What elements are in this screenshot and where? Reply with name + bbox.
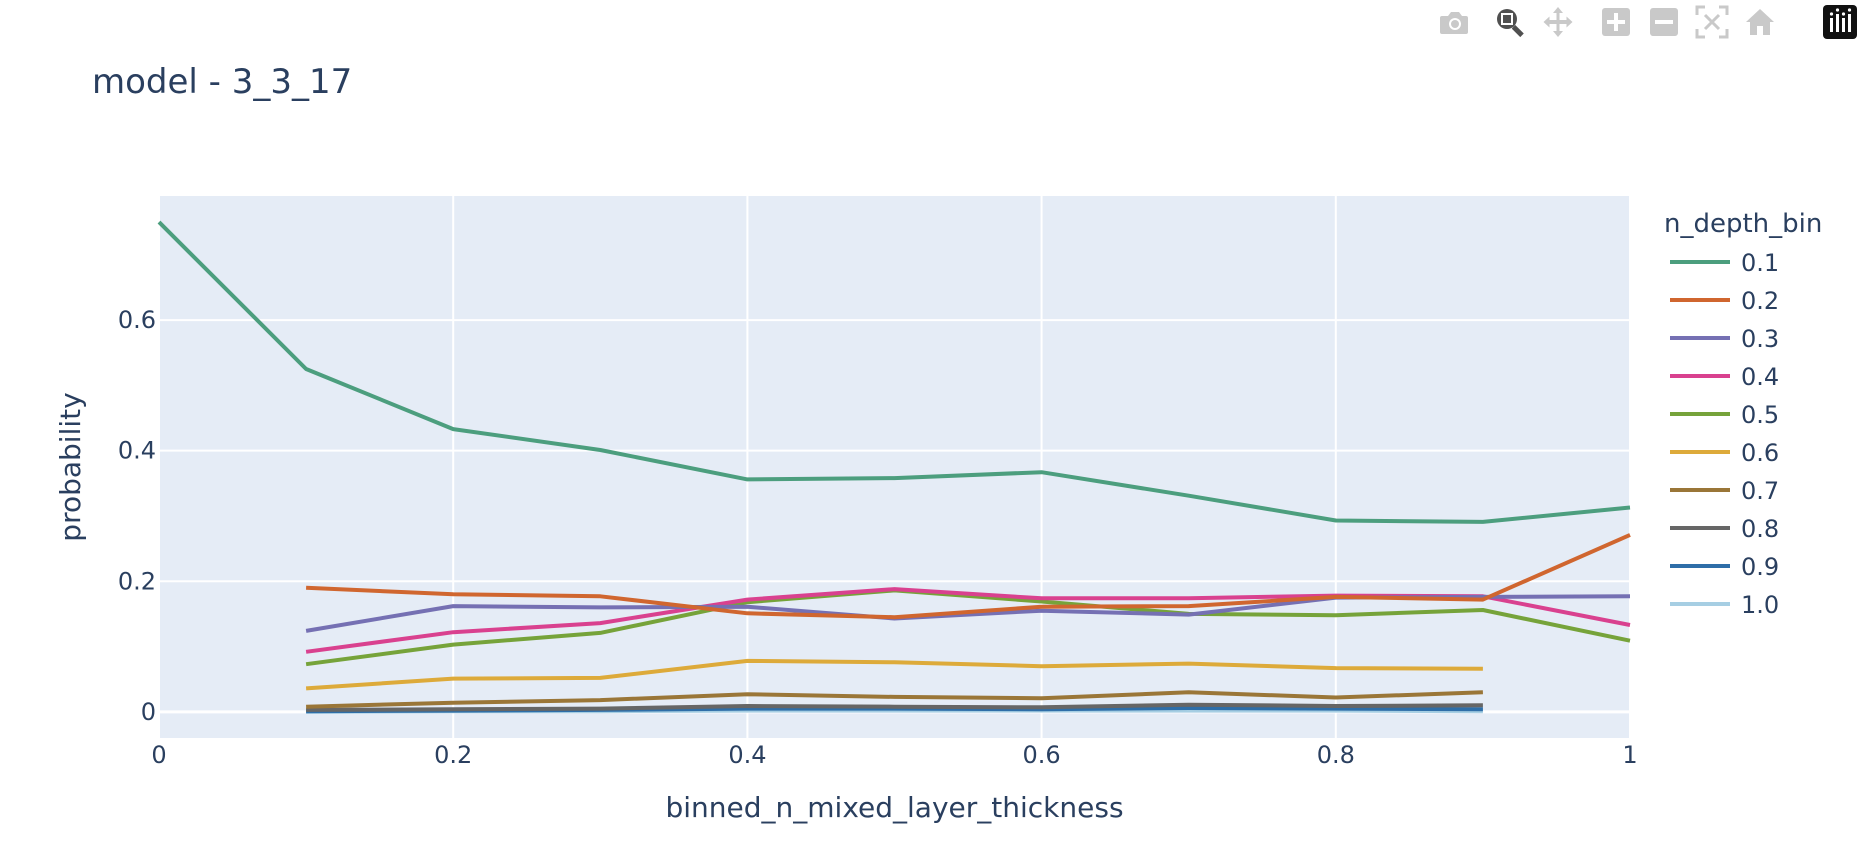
y-tick-label: 0.4	[118, 437, 156, 465]
series-line-0.1[interactable]	[157, 220, 1631, 524]
home-icon[interactable]	[1742, 4, 1778, 40]
tick-labels: 0 0.2 0.4 0.6 0.8 1 0 0.2 0.4 0.6	[118, 306, 1638, 769]
legend-label: 0.3	[1741, 325, 1779, 353]
series-line-0.8[interactable]	[306, 702, 1483, 712]
series-line-0.5[interactable]	[305, 588, 1631, 667]
legend: n_depth_bin 0.1 0.2 0.3 0.4 0.5 0.6 0.7 0.8 0.9 1…	[1664, 209, 1822, 619]
chart-title: model - 3_3_17	[92, 62, 353, 102]
x-tick-label: 0.4	[728, 741, 766, 769]
y-axis-label: probability	[54, 392, 87, 541]
legend-item-0.6[interactable]: 0.6	[1670, 439, 1779, 467]
x-tick-label: 0.2	[434, 741, 472, 769]
legend-item-0.1[interactable]: 0.1	[1670, 249, 1779, 277]
legend-label: 0.6	[1741, 439, 1779, 467]
legend-label: 0.2	[1741, 287, 1779, 315]
legend-item-0.7[interactable]: 0.7	[1670, 477, 1779, 505]
series-line-0.7[interactable]	[306, 690, 1483, 709]
x-tick-label: 0.8	[1317, 741, 1355, 769]
pan-icon[interactable]	[1540, 4, 1576, 40]
legend-item-0.5[interactable]: 0.5	[1670, 401, 1779, 429]
legend-item-0.8[interactable]: 0.8	[1670, 515, 1779, 543]
series-lines	[157, 220, 1631, 714]
zoom-out-icon[interactable]	[1646, 4, 1682, 40]
legend-item-0.3[interactable]: 0.3	[1670, 325, 1779, 353]
y-tick-label: 0.2	[118, 567, 156, 595]
x-tick-label: 0.6	[1023, 741, 1061, 769]
y-tick-label: 0	[141, 698, 156, 726]
x-tick-label: 1	[1622, 741, 1637, 769]
legend-item-0.9[interactable]: 0.9	[1670, 553, 1779, 581]
legend-label: 1.0	[1741, 591, 1779, 619]
y-tick-label: 0.6	[118, 306, 156, 334]
plotly-logo-icon[interactable]	[1822, 4, 1858, 40]
x-axis-label: binned_n_mixed_layer_thickness	[665, 791, 1123, 824]
legend-label: 0.4	[1741, 363, 1779, 391]
legend-label: 0.9	[1741, 553, 1779, 581]
legend-item-0.2[interactable]: 0.2	[1670, 287, 1779, 315]
legend-item-1.0[interactable]: 1.0	[1670, 591, 1779, 619]
x-tick-label: 0	[151, 741, 166, 769]
legend-label: 0.7	[1741, 477, 1779, 505]
series-line-0.6[interactable]	[305, 658, 1483, 691]
camera-icon[interactable]	[1436, 4, 1472, 40]
legend-item-0.4[interactable]: 0.4	[1670, 363, 1779, 391]
legend-label: 0.5	[1741, 401, 1779, 429]
legend-label: 0.8	[1741, 515, 1779, 543]
autoscale-icon[interactable]	[1694, 4, 1730, 40]
legend-title: n_depth_bin	[1664, 209, 1822, 239]
modebar	[1436, 4, 1860, 40]
plot-area[interactable]	[159, 196, 1630, 738]
zoom-icon[interactable]	[1492, 4, 1528, 40]
zoom-in-icon[interactable]	[1598, 4, 1634, 40]
legend-label: 0.1	[1741, 249, 1779, 277]
series-line-0.2[interactable]	[306, 533, 1631, 620]
